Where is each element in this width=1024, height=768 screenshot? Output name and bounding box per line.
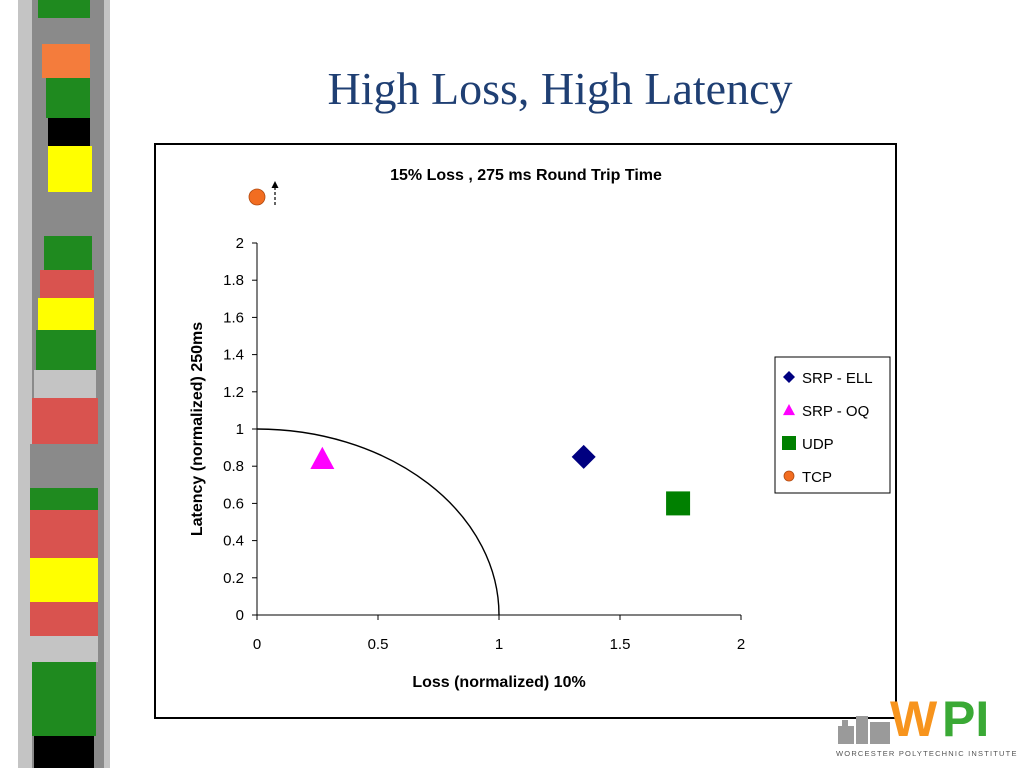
x-axis-label: Loss (normalized) 10% [412, 674, 585, 691]
y-tick-label: 1.8 [223, 272, 244, 289]
data-point-tcp [248, 188, 266, 206]
legend-label: UDP [802, 436, 834, 453]
slide-title: High Loss, High Latency [327, 63, 793, 114]
data-point-udp [666, 491, 691, 516]
y-tick-label: 0.2 [223, 570, 244, 587]
logo-letter-w: W [890, 691, 938, 747]
y-tick-label: 0 [236, 607, 244, 624]
y-tick-label: 0.6 [223, 495, 244, 512]
x-tick-label: 1 [495, 636, 503, 653]
campus-building-icon [838, 716, 890, 744]
legend-marker-srp-ell [783, 371, 795, 383]
data-point-srp-oq [310, 446, 335, 469]
chart-container: 15% Loss , 275 ms Round Trip Time 0 0.2 0.4… [154, 143, 897, 719]
y-tick-label: 1.2 [223, 384, 244, 401]
x-tick-label: 1.5 [610, 636, 631, 653]
legend-marker-srp-oq [783, 404, 795, 416]
legend-label: SRP - OQ [802, 403, 869, 420]
logo-letters-pi: PI [942, 691, 989, 747]
x-tick-label: 2 [737, 636, 745, 653]
y-tick-label: 1.6 [223, 309, 244, 326]
y-tick-label: 1.4 [223, 347, 244, 364]
decorative-side-strip [18, 0, 110, 768]
reference-quarter-circle [256, 428, 500, 616]
legend-label: SRP - ELL [802, 370, 873, 387]
legend-label: TCP [802, 469, 832, 486]
y-tick-label: 1 [236, 421, 244, 438]
x-tick-label: 0.5 [368, 636, 389, 653]
legend-box [774, 356, 891, 494]
x-tick-label: 0 [253, 636, 261, 653]
chart-title: 15% Loss , 275 ms Round Trip Time [390, 167, 662, 184]
logo-caption: WORCESTER POLYTECHNIC INSTITUTE [836, 749, 1018, 758]
y-tick-label: 0.8 [223, 458, 244, 475]
y-tick-label: 2 [236, 235, 244, 252]
wpi-logo: W PI WORCESTER POLYTECHNIC INSTITUTE [836, 691, 1018, 758]
legend-marker-tcp [783, 470, 795, 482]
scatter-chart: 15% Loss , 275 ms Round Trip Time 0 0.2 0.4… [189, 167, 891, 691]
y-axis-label: Latency (normalized) 250ms [189, 322, 206, 536]
legend-marker-udp [782, 436, 796, 450]
off-scale-arrow-head [271, 181, 279, 188]
data-point-srp-ell [571, 444, 596, 469]
y-tick-label: 0.4 [223, 533, 244, 550]
